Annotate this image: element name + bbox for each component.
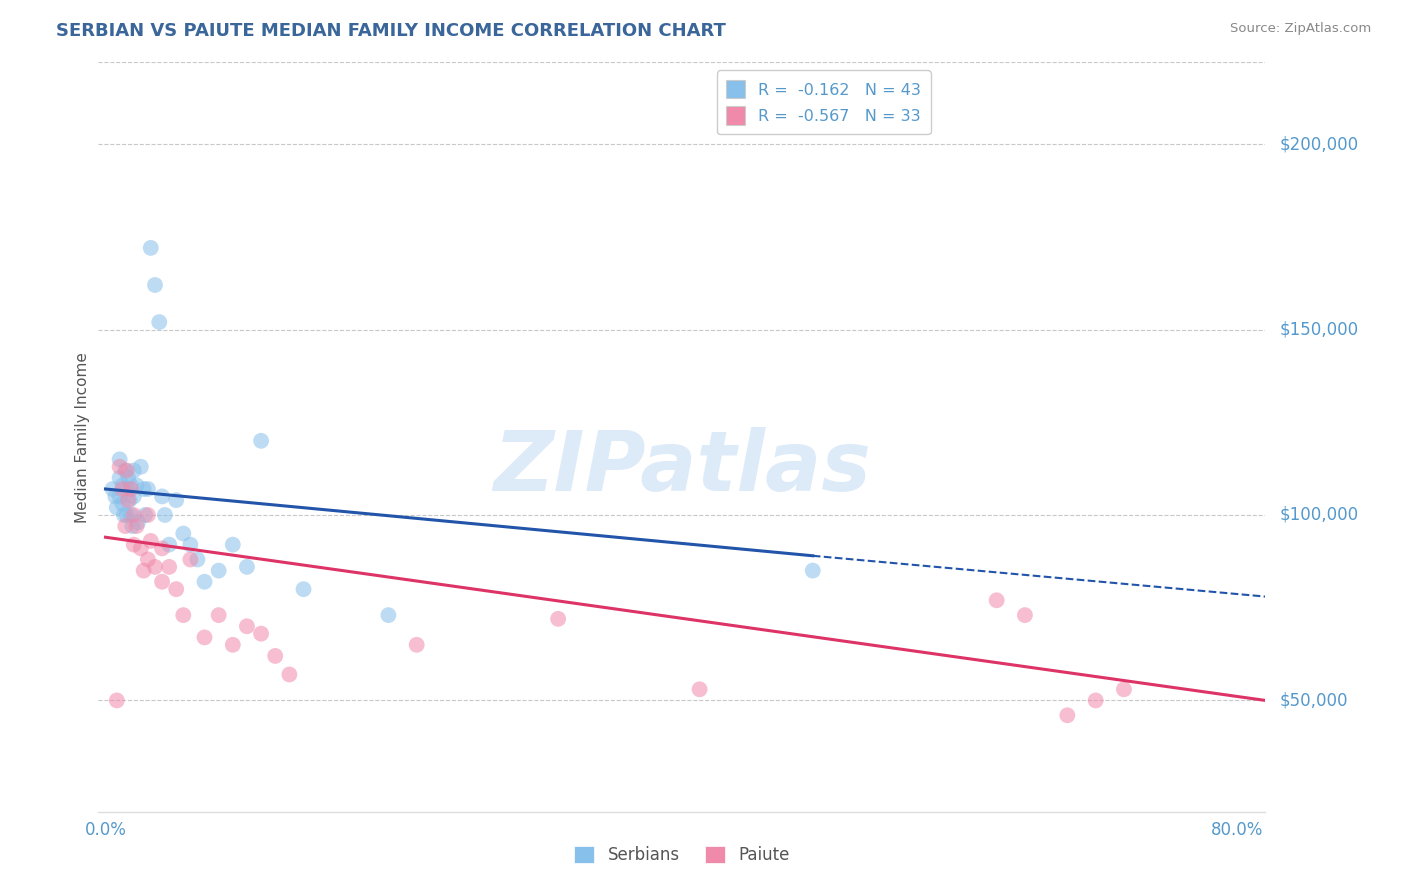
Point <box>250 626 273 640</box>
Point <box>136 552 159 566</box>
Point <box>377 608 399 623</box>
Point <box>120 478 142 492</box>
Point <box>1112 682 1135 697</box>
Text: $50,000: $50,000 <box>1279 691 1348 709</box>
Point <box>143 560 166 574</box>
Point <box>125 519 148 533</box>
Text: Source: ZipAtlas.com: Source: ZipAtlas.com <box>1230 22 1371 36</box>
Point <box>108 490 131 504</box>
Point <box>193 574 215 589</box>
Point <box>222 638 245 652</box>
Point <box>117 493 139 508</box>
Point <box>118 493 141 508</box>
Text: ZIPatlas: ZIPatlas <box>494 426 870 508</box>
Point <box>222 538 245 552</box>
Point <box>179 538 201 552</box>
Point <box>134 508 156 522</box>
Text: $150,000: $150,000 <box>1279 320 1358 338</box>
Point <box>150 490 173 504</box>
Point <box>1084 693 1107 707</box>
Point <box>689 682 711 697</box>
Point <box>136 508 159 522</box>
Text: $100,000: $100,000 <box>1279 506 1358 524</box>
Point <box>172 608 194 623</box>
Point <box>143 278 166 293</box>
Point <box>115 482 138 496</box>
Point <box>278 667 301 681</box>
Point <box>405 638 427 652</box>
Legend: Serbians, Paiute: Serbians, Paiute <box>568 839 796 871</box>
Point <box>1056 708 1078 723</box>
Point <box>139 533 162 548</box>
Point <box>136 482 159 496</box>
Point <box>121 519 143 533</box>
Point <box>132 564 155 578</box>
Point <box>1014 608 1036 623</box>
Point <box>236 619 259 633</box>
Point <box>125 478 148 492</box>
Point <box>105 693 128 707</box>
Point <box>117 471 139 485</box>
Point <box>108 459 131 474</box>
Point <box>105 500 128 515</box>
Point <box>150 574 173 589</box>
Point <box>129 541 152 556</box>
Point <box>179 552 201 566</box>
Point <box>172 526 194 541</box>
Point <box>122 508 145 522</box>
Point <box>165 493 187 508</box>
Point <box>153 508 176 522</box>
Text: SERBIAN VS PAIUTE MEDIAN FAMILY INCOME CORRELATION CHART: SERBIAN VS PAIUTE MEDIAN FAMILY INCOME C… <box>56 22 725 40</box>
Point <box>139 241 162 255</box>
Point <box>112 508 135 522</box>
Point <box>157 560 180 574</box>
Point <box>186 552 208 566</box>
Point <box>193 631 215 645</box>
Point <box>986 593 1008 607</box>
Point <box>108 471 131 485</box>
Point <box>547 612 569 626</box>
Point <box>208 564 231 578</box>
Point <box>165 582 187 596</box>
Y-axis label: Median Family Income: Median Family Income <box>75 351 90 523</box>
Point <box>108 452 131 467</box>
Point <box>115 508 138 522</box>
Point <box>122 538 145 552</box>
Point <box>157 538 180 552</box>
Point <box>111 478 134 492</box>
Point <box>104 490 127 504</box>
Point <box>120 482 142 496</box>
Point <box>127 516 149 530</box>
Point <box>148 315 170 329</box>
Point <box>264 648 287 663</box>
Point <box>122 490 145 504</box>
Point <box>115 463 138 477</box>
Point <box>111 482 134 496</box>
Point <box>132 482 155 496</box>
Point <box>122 463 145 477</box>
Point <box>101 482 124 496</box>
Point <box>801 564 824 578</box>
Point <box>150 541 173 556</box>
Text: $200,000: $200,000 <box>1279 135 1358 153</box>
Point <box>292 582 315 596</box>
Point <box>114 463 136 477</box>
Point <box>250 434 273 448</box>
Point <box>114 519 136 533</box>
Point <box>129 459 152 474</box>
Point <box>208 608 231 623</box>
Point <box>236 560 259 574</box>
Point <box>111 497 134 511</box>
Point <box>120 508 142 522</box>
